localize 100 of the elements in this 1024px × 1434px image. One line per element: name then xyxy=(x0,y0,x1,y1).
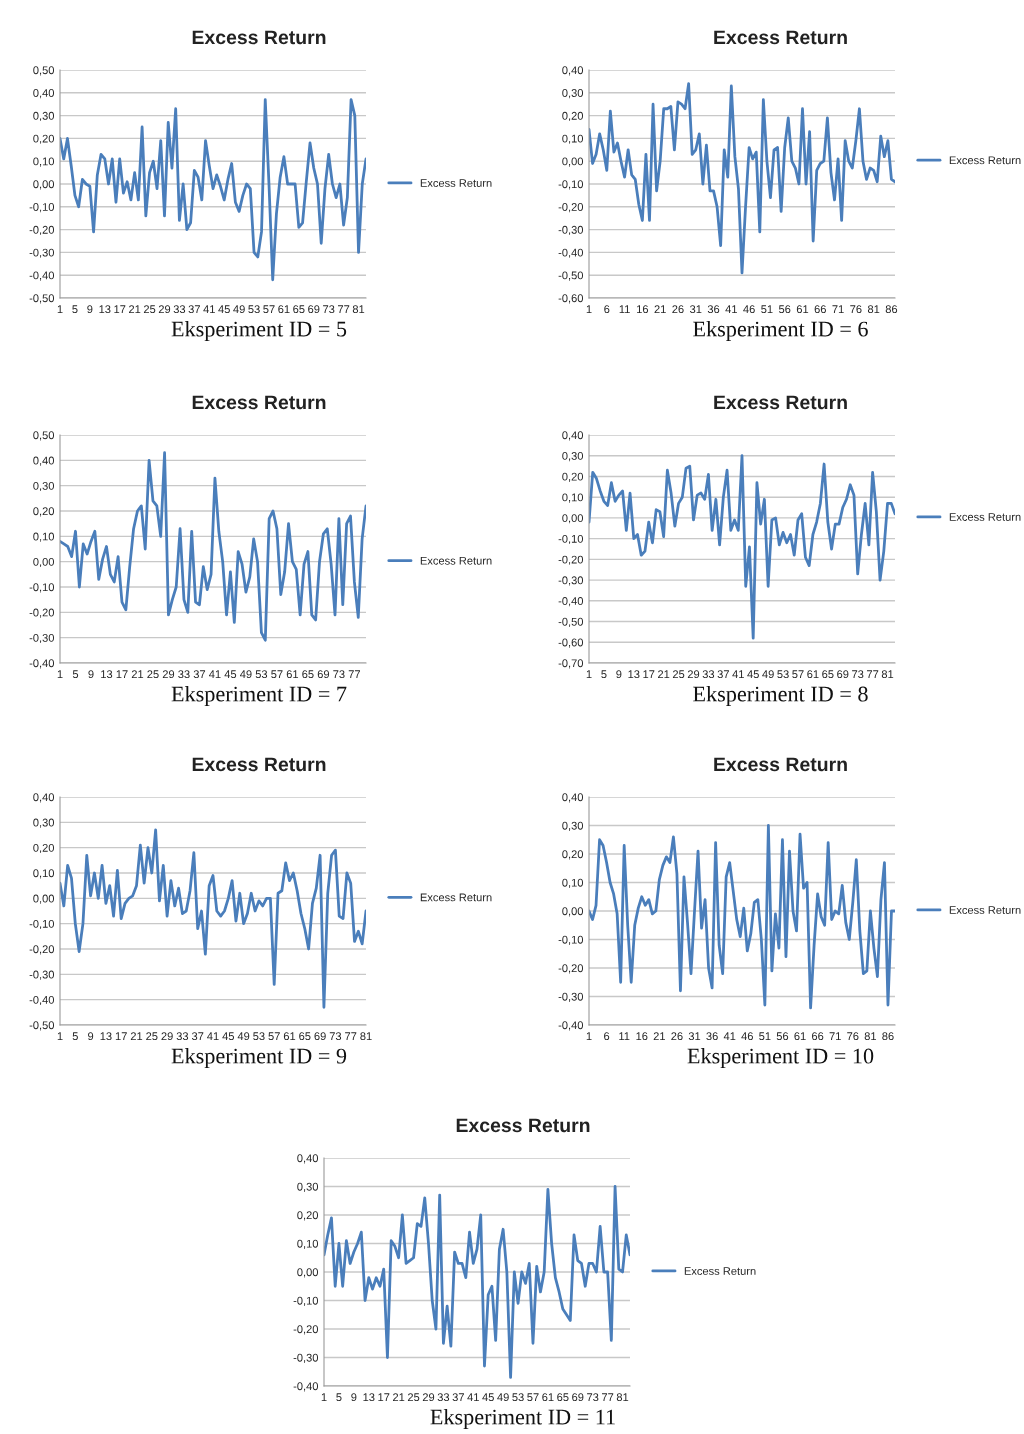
y-tick-label: -0,40 xyxy=(558,1021,584,1031)
x-tick-label: 33 xyxy=(178,670,190,679)
x-tick-label: 49 xyxy=(762,670,774,679)
y-tick-label: 0,30 xyxy=(562,89,584,99)
x-tick-label: 17 xyxy=(114,305,126,313)
x-tick-label: 73 xyxy=(852,670,864,679)
x-tick-label: 46 xyxy=(743,305,755,314)
y-tick-label: -0,20 xyxy=(558,964,584,974)
x-tick-label: 9 xyxy=(351,1393,357,1402)
x-tick-label: 69 xyxy=(572,1393,584,1402)
y-tick-label: -0,50 xyxy=(558,271,584,281)
y-tick-label: -0,20 xyxy=(558,555,584,565)
x-tick-label: 37 xyxy=(452,1393,464,1402)
x-tick-label: 17 xyxy=(378,1393,390,1401)
y-tick-label: 0,40 xyxy=(33,89,55,99)
chart-title: Excess Return xyxy=(192,757,326,772)
line-series xyxy=(589,824,895,1010)
y-tick-label: 0,40 xyxy=(562,431,584,441)
x-tick-label: 73 xyxy=(329,1032,342,1041)
x-tick-label: 86 xyxy=(882,1032,894,1041)
legend-label: Excess Return xyxy=(949,906,1021,914)
chart-title: Excess Return xyxy=(714,30,847,45)
y-tick-label: 0,30 xyxy=(33,818,55,828)
x-tick-label: 31 xyxy=(688,1032,701,1041)
x-tick-label: 49 xyxy=(240,670,252,679)
y-tick-label: 0,20 xyxy=(562,111,584,122)
chart-title: Excess Return xyxy=(714,395,847,410)
y-tick-label: -0,10 xyxy=(293,1296,319,1306)
x-tick-label: 11 xyxy=(619,1032,630,1040)
y-tick-label: -0,50 xyxy=(29,1021,55,1031)
x-tick-label: 45 xyxy=(482,1393,494,1402)
text: Eksperiment ID = 5 xyxy=(171,320,347,342)
y-tick-label: -0,40 xyxy=(29,271,55,281)
chart-title: Excess Return xyxy=(192,395,326,410)
x-tick-label: 29 xyxy=(158,305,171,314)
x-tick-label: 37 xyxy=(188,305,200,314)
x-tick-label: 81 xyxy=(867,305,880,314)
x-tick-label: 5 xyxy=(601,670,607,679)
x-tick-label: 21 xyxy=(130,1032,143,1040)
legend-label: Excess Return xyxy=(420,556,492,565)
y-tick-label: -0,30 xyxy=(29,248,55,258)
x-tick-label: 69 xyxy=(308,305,320,314)
y-tick-label: 0,10 xyxy=(33,869,55,879)
x-tick-label: 1 xyxy=(586,670,592,678)
x-tick-label: 21 xyxy=(131,670,144,678)
x-tick-label: 56 xyxy=(778,305,791,314)
x-tick-label: 16 xyxy=(636,1032,648,1041)
y-tick-label: 0,20 xyxy=(562,472,584,482)
x-tick-label: 56 xyxy=(776,1032,789,1041)
x-tick-label: 77 xyxy=(867,670,879,678)
y-tick-label: -0,30 xyxy=(558,992,584,1002)
x-tick-label: 17 xyxy=(643,670,655,678)
legend-label: Excess Return xyxy=(949,156,1021,165)
x-tick-label: 26 xyxy=(672,305,684,314)
x-tick-label: 29 xyxy=(422,1393,435,1402)
x-tick-label: 36 xyxy=(707,305,720,314)
y-tick-label: -0,10 xyxy=(29,919,55,930)
x-tick-label: 65 xyxy=(299,1032,311,1041)
x-tick-label: 37 xyxy=(193,670,206,679)
x-tick-label: 61 xyxy=(283,1032,296,1041)
chart-title: Excess Return xyxy=(456,1118,590,1133)
y-tick-label: -0,50 xyxy=(558,617,584,627)
y-tick-label: -0,60 xyxy=(558,294,584,304)
x-tick-label: 1 xyxy=(57,305,63,313)
x-tick-label: 21 xyxy=(653,1032,665,1040)
x-tick-label: 9 xyxy=(616,670,622,679)
y-tick-label: 0,50 xyxy=(33,66,55,76)
x-tick-label: 25 xyxy=(146,1032,158,1041)
y-tick-label: -0,40 xyxy=(29,995,55,1006)
text: Eksperiment ID = 8 xyxy=(693,685,868,707)
x-tick-label: 69 xyxy=(317,670,330,679)
x-tick-label: 37 xyxy=(717,670,729,679)
y-tick-label: -0,10 xyxy=(558,534,584,545)
x-tick-label: 46 xyxy=(741,1032,753,1041)
x-tick-label: 29 xyxy=(162,670,175,679)
x-tick-label: 1 xyxy=(57,670,63,678)
x-tick-label: 33 xyxy=(173,305,186,314)
x-tick-label: 17 xyxy=(116,670,128,678)
y-tick-label: 0,50 xyxy=(33,431,55,441)
x-tick-label: 33 xyxy=(437,1393,450,1402)
y-tick-label: 0,30 xyxy=(562,821,584,831)
y-tick-label: -0,30 xyxy=(558,225,584,236)
y-tick-label: 0,20 xyxy=(33,134,55,144)
x-tick-label: 21 xyxy=(654,305,666,313)
x-tick-label: 1 xyxy=(586,305,592,313)
y-tick-label: -0,50 xyxy=(29,294,55,304)
x-tick-label: 1 xyxy=(321,1393,327,1401)
text: Eksperiment ID = 6 xyxy=(693,320,868,342)
y-tick-label: 0,40 xyxy=(562,793,584,803)
x-tick-label: 61 xyxy=(278,305,290,314)
x-tick-label: 31 xyxy=(689,305,702,314)
y-tick-label: -0,30 xyxy=(293,1353,319,1363)
x-tick-label: 6 xyxy=(604,305,610,314)
x-tick-label: 16 xyxy=(637,305,649,314)
y-tick-label: -0,20 xyxy=(293,1325,319,1335)
x-tick-label: 9 xyxy=(87,305,93,314)
y-tick-label: 0,00 xyxy=(297,1268,319,1278)
line-series xyxy=(589,82,895,275)
x-tick-label: 41 xyxy=(732,670,744,678)
y-tick-label: 0,20 xyxy=(562,850,584,860)
